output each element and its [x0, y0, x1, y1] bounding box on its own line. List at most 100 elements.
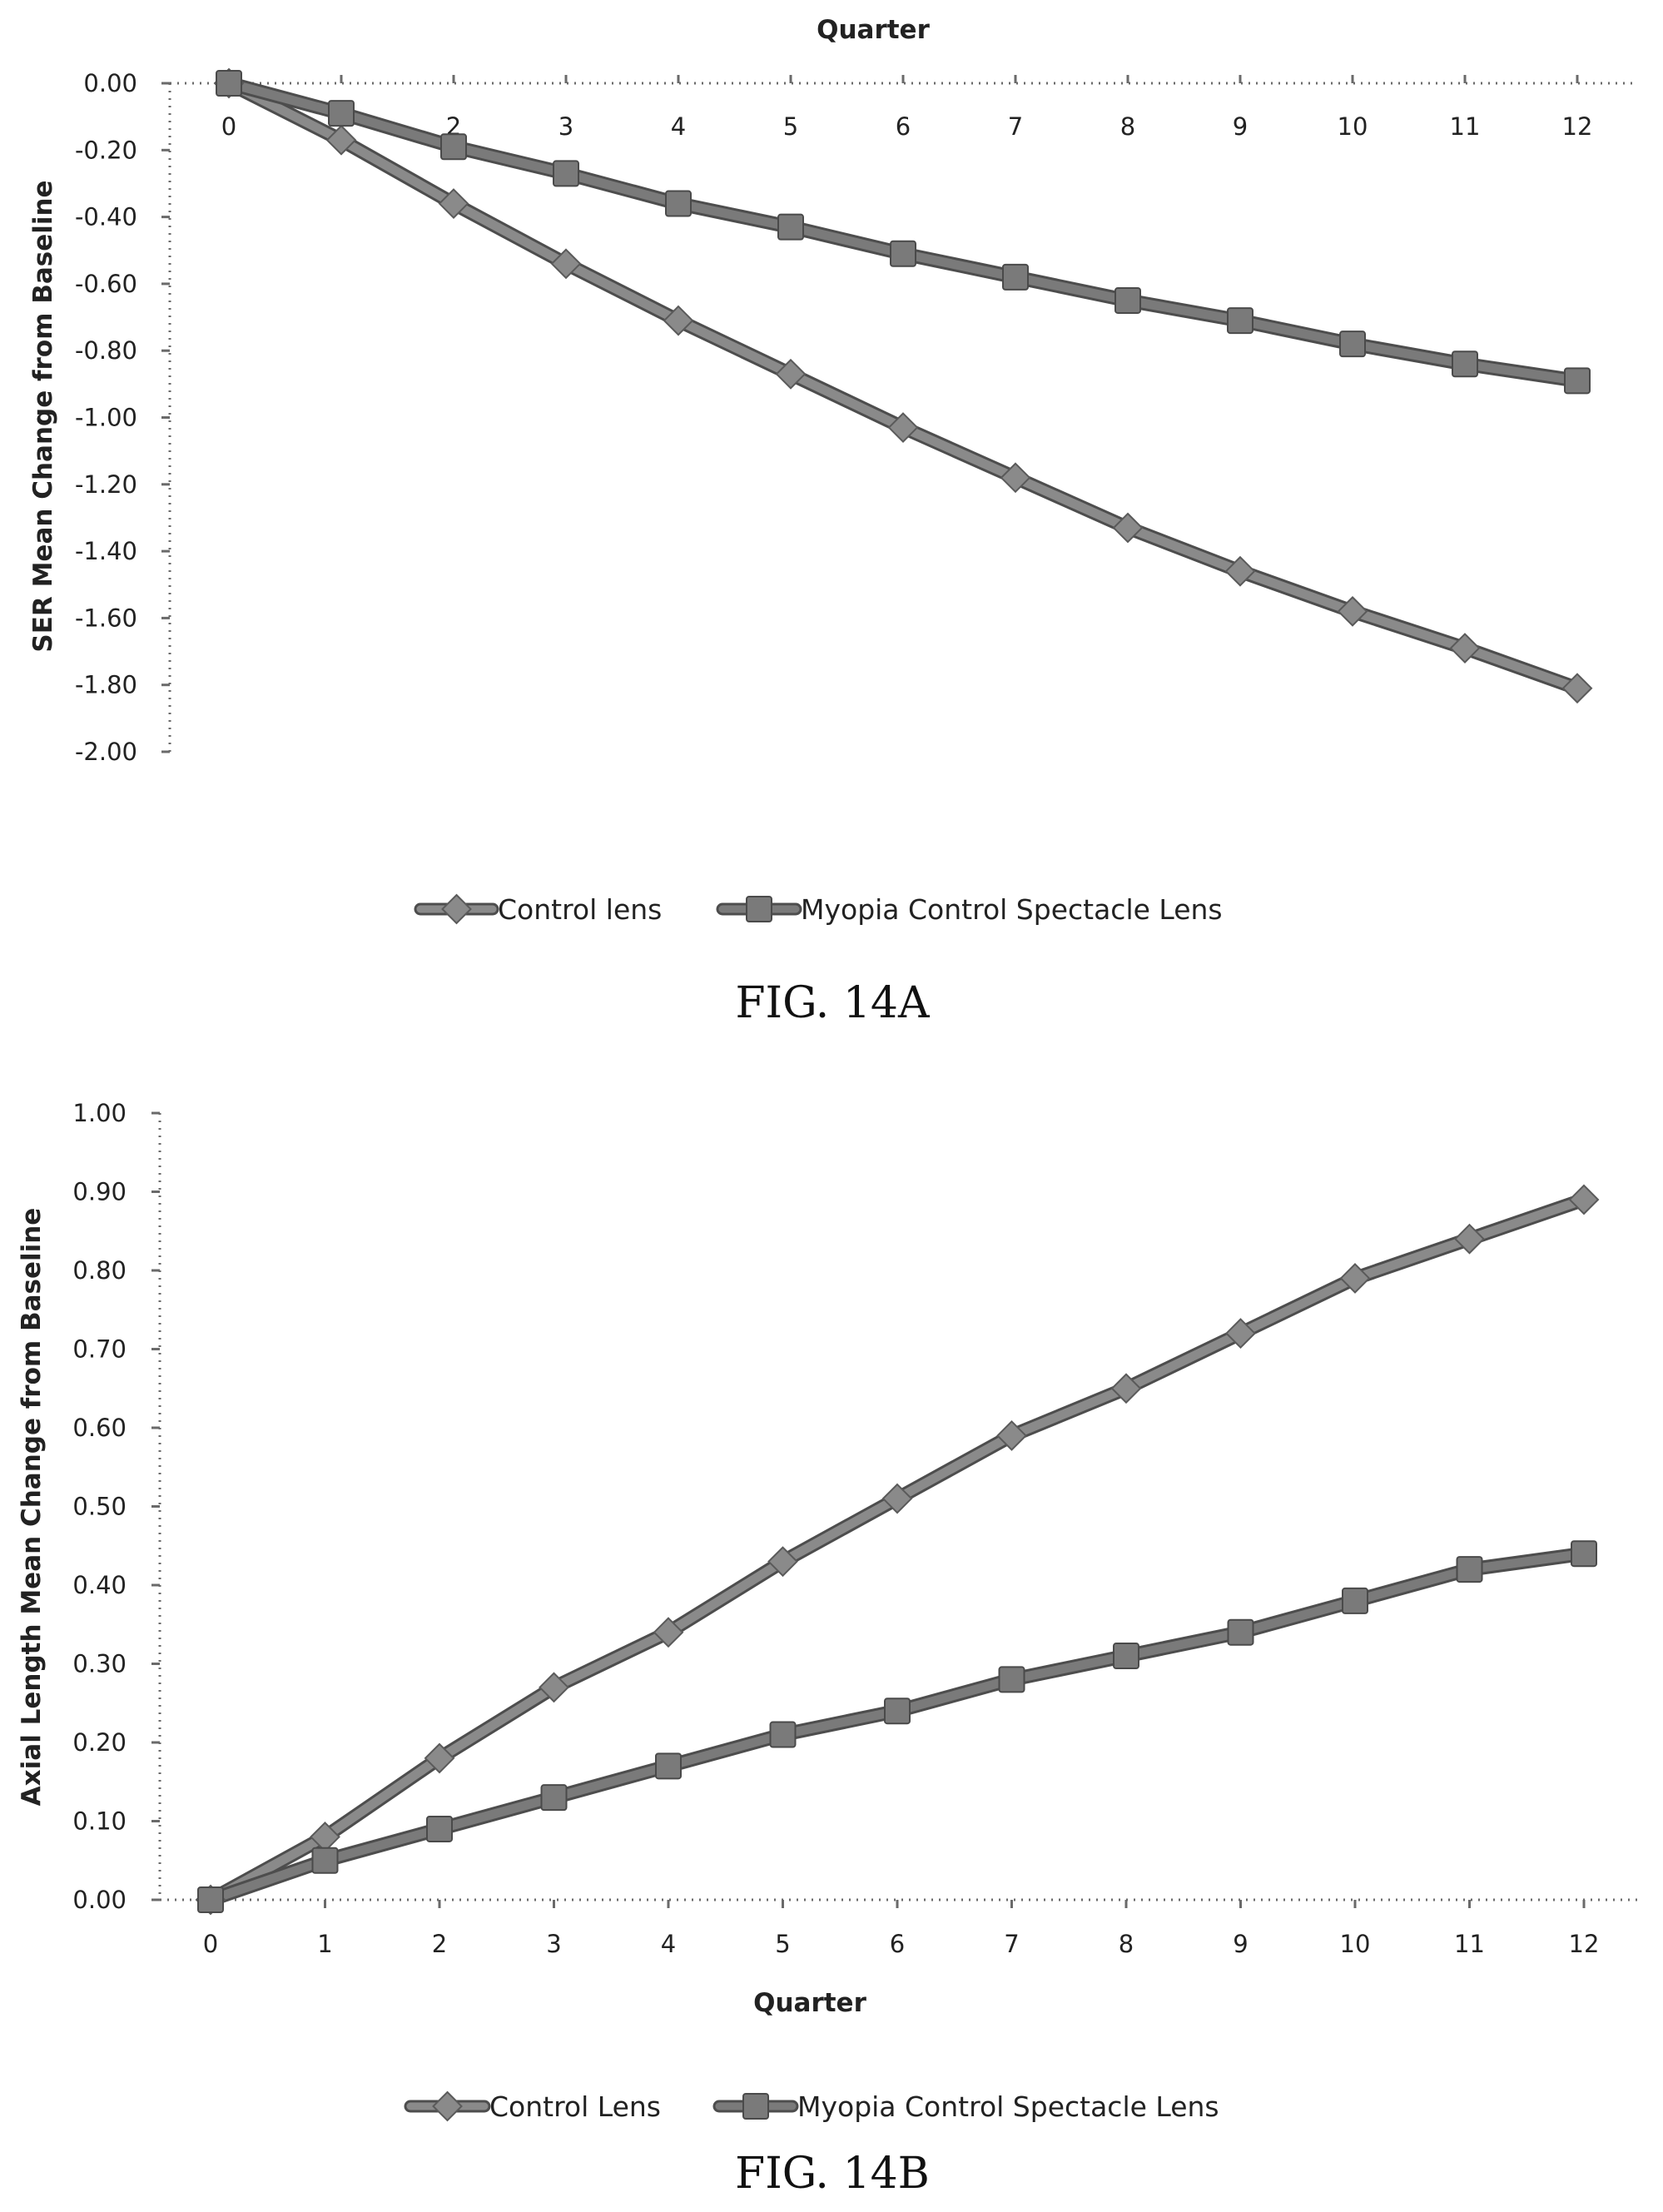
data-point-control-lens: [1110, 1373, 1142, 1404]
y-tick-label: 0.40: [72, 1571, 127, 1599]
x-tick-label: 1: [317, 1930, 332, 1958]
x-tick-label: 6: [890, 1930, 905, 1958]
data-point-myopia-control-spectacle-lens: [440, 133, 467, 161]
data-point-control-lens: [539, 1672, 569, 1703]
x-tick-label: 6: [896, 112, 911, 141]
y-tick-label: 0.00: [83, 69, 137, 97]
data-point-control-lens: [1337, 595, 1368, 627]
x-tick-label: 8: [1120, 112, 1135, 141]
data-point-myopia-control-spectacle-lens: [777, 213, 804, 241]
data-point-myopia-control-spectacle-lens: [769, 1721, 797, 1748]
x-tick-label: 0: [203, 1930, 218, 1958]
data-point-myopia-control-spectacle-lens: [1571, 1540, 1597, 1568]
data-point-control-lens: [325, 124, 357, 156]
x-tick-label: 12: [1569, 1930, 1600, 1958]
legend-marker: [746, 896, 772, 922]
data-point-control-lens: [996, 1420, 1027, 1451]
legend-marker: [432, 2090, 463, 2122]
data-point-myopia-control-spectacle-lens: [216, 70, 242, 97]
data-point-control-lens: [767, 1546, 798, 1578]
data-point-control-lens: [887, 412, 919, 443]
y-tick-label: -1.00: [75, 404, 137, 432]
y-tick-label: 0.10: [72, 1807, 127, 1836]
series-line-outline: [203, 1546, 1591, 1907]
y-tick-label: 0.80: [72, 1256, 127, 1285]
y-axis-ticks: 0.00 0.10 0.20 0.30 0.40 0.50 0.60 0.70 0.80 0.90…: [72, 1099, 160, 1914]
plot-series: [213, 67, 1593, 704]
legend-swatch-control-lens: [404, 2090, 491, 2122]
legend-label-myopia-control-lens: Myopia Control Spectacle Lens: [797, 2090, 1219, 2123]
y-tick-label: 0.70: [72, 1335, 127, 1364]
data-point-control-lens: [1449, 633, 1481, 664]
data-point-control-lens: [550, 248, 582, 280]
legend-label-myopia-control-lens: Myopia Control Spectacle Lens: [801, 893, 1223, 926]
data-point-myopia-control-spectacle-lens: [890, 240, 916, 267]
y-tick-label: -0.60: [75, 270, 137, 298]
x-tick-label: 7: [1004, 1930, 1019, 1958]
x-tick-label: 3: [558, 112, 573, 141]
data-point-myopia-control-spectacle-lens: [1342, 1587, 1368, 1614]
data-point-control-lens: [1224, 555, 1256, 587]
data-point-control-lens: [424, 1742, 455, 1774]
chart-fig-14b: 0.00 0.10 0.20 0.30 0.40 0.50 0.60 0.70 0.80 0.90…: [17, 1099, 1640, 2199]
legend: Control lens Myopia Control Spectacle Le…: [414, 893, 1223, 926]
series-line-control-lens: [206, 1195, 1589, 1905]
figure-caption: FIG. 14B: [735, 2149, 930, 2199]
x-tick-label: 9: [1233, 1930, 1248, 1958]
y-tick-label: 0.50: [72, 1493, 127, 1521]
y-tick-label: 0.00: [72, 1886, 127, 1914]
y-axis-title: Axial Length Mean Change from Baseline: [17, 1208, 47, 1807]
x-tick-label: 5: [783, 112, 798, 141]
figure-caption: FIG. 14A: [735, 978, 931, 1028]
x-tick-label: 10: [1338, 112, 1368, 141]
x-tick-label: 9: [1233, 112, 1248, 141]
y-tick-label: -0.20: [75, 136, 137, 164]
data-point-control-lens: [653, 1617, 684, 1648]
data-point-myopia-control-spectacle-lens: [1564, 367, 1591, 395]
y-tick-label: 1.00: [72, 1099, 127, 1127]
y-tick-label: -1.40: [75, 537, 137, 565]
y-axis-ticks: 0.00 -0.20 -0.40 -0.60 -0.80 -1.00 -1.20 -1.40 -…: [75, 69, 170, 766]
y-tick-label: -2.00: [75, 738, 137, 766]
data-point-myopia-control-spectacle-lens: [1339, 331, 1366, 358]
data-point-control-lens: [663, 305, 694, 336]
data-point-control-lens: [775, 358, 807, 390]
data-point-control-lens: [881, 1483, 913, 1514]
data-point-control-lens: [1339, 1263, 1371, 1294]
x-tick-label: 10: [1340, 1930, 1371, 1958]
data-point-myopia-control-spectacle-lens: [665, 190, 692, 217]
legend-swatch-myopia-control-lens: [716, 896, 802, 922]
data-point-myopia-control-spectacle-lens: [884, 1698, 911, 1725]
data-point-myopia-control-spectacle-lens: [553, 160, 579, 187]
legend-label-control-lens: Control lens: [498, 893, 662, 926]
data-point-control-lens: [1000, 462, 1031, 494]
x-tick-label: 3: [546, 1930, 561, 1958]
y-tick-label: 0.20: [72, 1728, 127, 1757]
x-axis-title: Quarter: [817, 15, 930, 45]
data-point-myopia-control-spectacle-lens: [655, 1752, 682, 1780]
chart-fig-14a: 0.00 -0.20 -0.40 -0.60 -0.80 -1.00 -1.20 -1.40 -…: [28, 15, 1636, 1028]
data-point-myopia-control-spectacle-lens: [328, 100, 355, 127]
x-tick-label: 2: [432, 1930, 447, 1958]
data-point-myopia-control-spectacle-lens: [426, 1815, 453, 1842]
y-tick-label: 0.90: [72, 1178, 127, 1206]
legend-swatch-control-lens: [414, 893, 499, 925]
data-point-myopia-control-spectacle-lens: [1114, 286, 1141, 314]
x-tick-label: 4: [661, 1930, 676, 1958]
x-tick-label: 11: [1450, 112, 1481, 141]
series-line-control-lens: [224, 78, 1582, 693]
y-tick-label: -0.80: [75, 336, 137, 365]
legend-marker: [742, 2093, 769, 2120]
data-point-myopia-control-spectacle-lens: [540, 1784, 568, 1812]
data-point-control-lens: [1112, 512, 1144, 544]
x-tick-label: 11: [1454, 1930, 1485, 1958]
x-tick-label: 5: [775, 1930, 790, 1958]
data-point-control-lens: [438, 188, 469, 219]
legend-label-control-lens: Control Lens: [489, 2090, 661, 2123]
data-point-myopia-control-spectacle-lens: [197, 1886, 224, 1913]
legend-swatch-myopia-control-lens: [712, 2093, 799, 2120]
data-point-myopia-control-spectacle-lens: [1113, 1643, 1139, 1670]
data-point-myopia-control-spectacle-lens: [1227, 1618, 1254, 1646]
